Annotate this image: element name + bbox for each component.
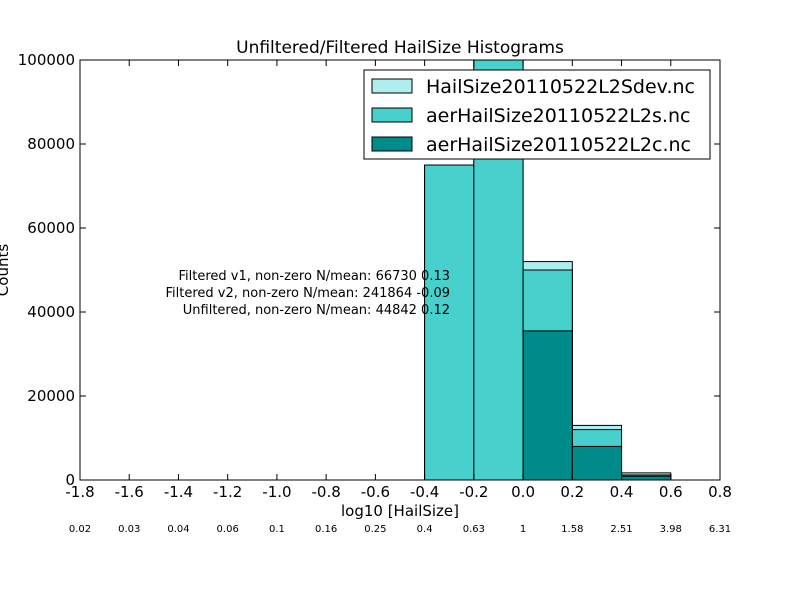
chart-title: Unfiltered/Filtered HailSize Histograms <box>236 38 564 58</box>
x-axis-label: log10 [HailSize] <box>341 502 459 520</box>
x-tick-label: -1.4 <box>164 483 193 501</box>
x-tick-label: -1.6 <box>115 483 144 501</box>
x-tick-label: 0.4 <box>610 483 634 501</box>
secondary-x-tick-label: 2.51 <box>610 524 632 535</box>
bar-series2-bin2 <box>522 330 573 481</box>
y-tick-label: 60000 <box>27 219 75 237</box>
x-tick-label: -1.2 <box>213 483 242 501</box>
legend-label: aerHailSize20110522L2c.nc <box>426 134 691 156</box>
x-tick-label: -0.2 <box>459 483 488 501</box>
legend-box <box>363 69 711 160</box>
legend-label: aerHailSize20110522L2s.nc <box>426 105 690 127</box>
secondary-x-tick-label: 0.16 <box>315 524 337 535</box>
secondary-x-tick-label: 1 <box>520 524 526 535</box>
secondary-x-tick-label: 0.03 <box>118 524 140 535</box>
secondary-x-tick-label: 6.31 <box>709 524 731 535</box>
y-axis-label: Counts <box>0 244 12 297</box>
secondary-x-tick-label: 0.4 <box>417 524 433 535</box>
legend-label: HailSize20110522L2Sdev.nc <box>426 76 695 98</box>
secondary-x-tick-label: 0.63 <box>463 524 485 535</box>
x-tick-label: -1.0 <box>262 483 291 501</box>
x-tick-label: -0.8 <box>312 483 341 501</box>
legend-swatch <box>371 107 413 123</box>
x-tick-label: -0.4 <box>410 483 439 501</box>
annotation-line: Unfiltered, non-zero N/mean: 44842 0.12 <box>183 303 450 318</box>
legend-swatch <box>371 78 413 94</box>
secondary-x-tick-label: 0.02 <box>69 524 91 535</box>
y-tick-label: 100000 <box>18 51 75 69</box>
x-tick-label: -0.6 <box>361 483 390 501</box>
y-tick-label: 20000 <box>27 387 75 405</box>
plot-frame <box>79 59 721 481</box>
annotations-layer: Filtered v1, non-zero N/mean: 66730 0.13… <box>166 269 451 318</box>
bar-series2-bin3 <box>571 445 623 481</box>
annotation-line: Filtered v2, non-zero N/mean: 241864 -0.… <box>166 286 451 301</box>
x-tick-label: 0.8 <box>708 483 732 501</box>
secondary-x-tick-label: 0.1 <box>269 524 285 535</box>
secondary-x-tick-label: 0.25 <box>364 524 386 535</box>
y-tick-label: 0 <box>65 471 75 489</box>
secondary-x-tick-label: 0.04 <box>167 524 189 535</box>
secondary-x-tick-label: 0.06 <box>217 524 239 535</box>
y-tick-label: 80000 <box>27 135 75 153</box>
x-tick-label: 0.0 <box>511 483 535 501</box>
annotation-line: Filtered v1, non-zero N/mean: 66730 0.13 <box>178 269 450 284</box>
secondary-x-tick-label: 1.58 <box>561 524 583 535</box>
y-tick-label: 40000 <box>27 303 75 321</box>
bar-series1-bin0 <box>424 164 475 481</box>
x-tick-label: 0.6 <box>659 483 683 501</box>
ticks-layer: -1.8 -1.6 -1.4 -1.2 -1.0 -0.8 -0.6 -0.4 -0.2 0.0 0… <box>18 51 732 535</box>
x-tick-label: 0.2 <box>560 483 584 501</box>
legend: HailSize20110522L2Sdev.nc aerHailSize2011… <box>363 69 711 160</box>
bar-series2-bin4 <box>621 475 672 481</box>
legend-swatch <box>371 136 413 152</box>
x-tick-label: -1.8 <box>65 483 94 501</box>
secondary-x-tick-label: 3.98 <box>660 524 682 535</box>
